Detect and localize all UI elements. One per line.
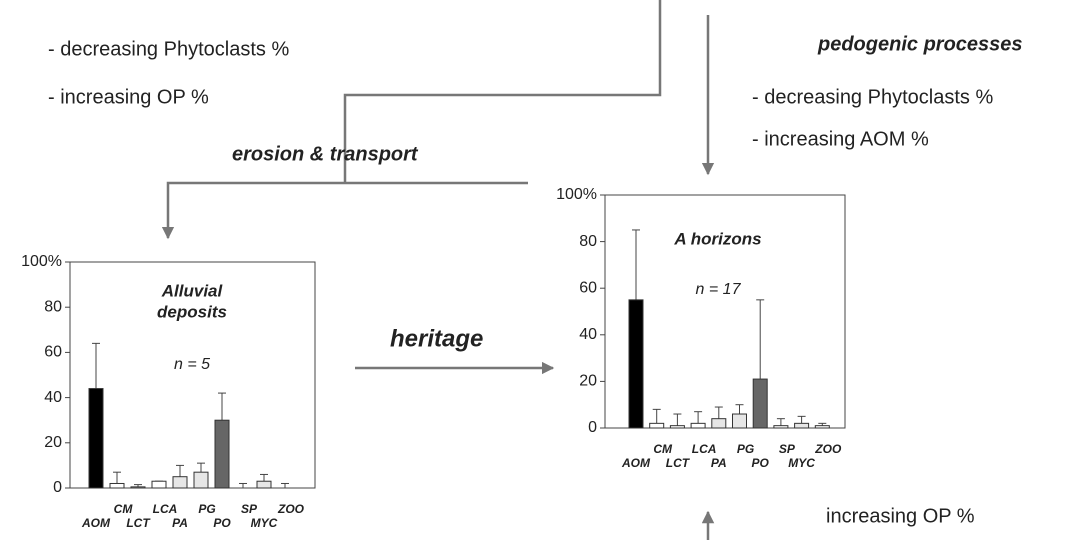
note: - increasing OP % [48, 86, 209, 108]
x-tick-label: MYC [251, 516, 278, 530]
bar [214, 419, 230, 489]
bar [649, 422, 665, 429]
bar [773, 425, 789, 429]
bar [752, 378, 768, 429]
chart-title: A horizons [673, 229, 761, 248]
x-tick-label: LCA [692, 442, 717, 456]
bar [669, 425, 685, 429]
bar [814, 425, 830, 429]
bar [109, 482, 125, 489]
label: heritage [390, 325, 483, 352]
x-tick-label: SP [241, 502, 258, 516]
y-tick-label: 80 [579, 233, 597, 250]
y-tick-label: 100% [21, 253, 62, 270]
x-tick-label: CM [114, 502, 134, 516]
chart-subtitle: n = 5 [174, 356, 210, 373]
x-tick-label: PG [198, 502, 215, 516]
arrow [161, 181, 528, 240]
note: increasing OP % [826, 505, 975, 527]
x-tick-label: AOM [621, 456, 651, 470]
chart-title: Alluvial [161, 281, 224, 300]
label: pedogenic processes [817, 33, 1023, 55]
bar [172, 476, 188, 489]
bar [628, 299, 644, 429]
bar [690, 422, 706, 429]
y-tick-label: 100% [556, 186, 597, 203]
y-tick-label: 20 [579, 373, 597, 390]
x-tick-label: AOM [81, 516, 111, 530]
y-tick-label: 40 [44, 389, 62, 406]
bar [256, 480, 272, 489]
chart-title: deposits [157, 302, 227, 321]
chart-subtitle: n = 17 [696, 281, 742, 298]
x-tick-label: CM [653, 442, 673, 456]
x-tick-label: LCT [126, 516, 151, 530]
bar [732, 413, 747, 429]
bar [193, 471, 209, 489]
x-tick-label: PO [752, 456, 770, 470]
y-tick-label: 20 [44, 434, 62, 451]
y-tick-label: 0 [588, 419, 597, 436]
note: - increasing AOM % [752, 128, 929, 150]
x-tick-label: PA [711, 456, 727, 470]
bar [711, 418, 727, 429]
x-tick-label: MYC [788, 456, 815, 470]
y-tick-label: 60 [579, 279, 597, 296]
x-tick-label: SP [779, 442, 796, 456]
y-tick-label: 60 [44, 344, 62, 361]
x-tick-label: ZOO [277, 502, 305, 516]
flow-line [343, 0, 662, 183]
x-tick-label: PG [737, 442, 754, 456]
x-tick-label: PO [213, 516, 231, 530]
y-tick-label: 40 [579, 326, 597, 343]
x-tick-label: ZOO [814, 442, 842, 456]
y-tick-label: 80 [44, 298, 62, 315]
bar [130, 486, 146, 489]
x-tick-label: LCT [666, 456, 691, 470]
bar [794, 422, 810, 429]
y-tick-label: 0 [53, 479, 62, 496]
bar [88, 388, 104, 489]
x-tick-label: LCA [153, 502, 178, 516]
label: erosion & transport [232, 143, 419, 165]
note: - decreasing Phytoclasts % [752, 86, 993, 108]
plot-frame [69, 261, 316, 489]
note: - decreasing Phytoclasts % [48, 38, 289, 60]
x-tick-label: PA [172, 516, 188, 530]
bar [151, 480, 167, 489]
